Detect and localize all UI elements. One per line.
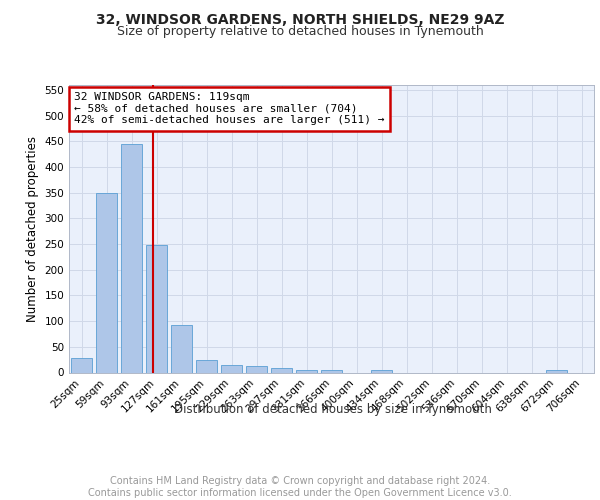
- Text: Contains HM Land Registry data © Crown copyright and database right 2024.
Contai: Contains HM Land Registry data © Crown c…: [88, 476, 512, 498]
- Bar: [146, 245, 167, 372]
- Bar: [71, 358, 92, 372]
- Bar: [546, 370, 567, 372]
- Text: Size of property relative to detached houses in Tynemouth: Size of property relative to detached ho…: [116, 25, 484, 38]
- Y-axis label: Number of detached properties: Number of detached properties: [26, 136, 39, 322]
- Bar: [221, 365, 242, 372]
- Bar: [171, 325, 192, 372]
- Text: Distribution of detached houses by size in Tynemouth: Distribution of detached houses by size …: [174, 402, 492, 415]
- Bar: [196, 360, 217, 372]
- Bar: [321, 370, 342, 372]
- Bar: [246, 366, 267, 372]
- Text: 32 WINDSOR GARDENS: 119sqm
← 58% of detached houses are smaller (704)
42% of sem: 32 WINDSOR GARDENS: 119sqm ← 58% of deta…: [74, 92, 385, 126]
- Bar: [121, 144, 142, 372]
- Bar: [271, 368, 292, 372]
- Bar: [96, 193, 117, 372]
- Bar: [371, 370, 392, 372]
- Bar: [296, 370, 317, 372]
- Text: 32, WINDSOR GARDENS, NORTH SHIELDS, NE29 9AZ: 32, WINDSOR GARDENS, NORTH SHIELDS, NE29…: [96, 12, 504, 26]
